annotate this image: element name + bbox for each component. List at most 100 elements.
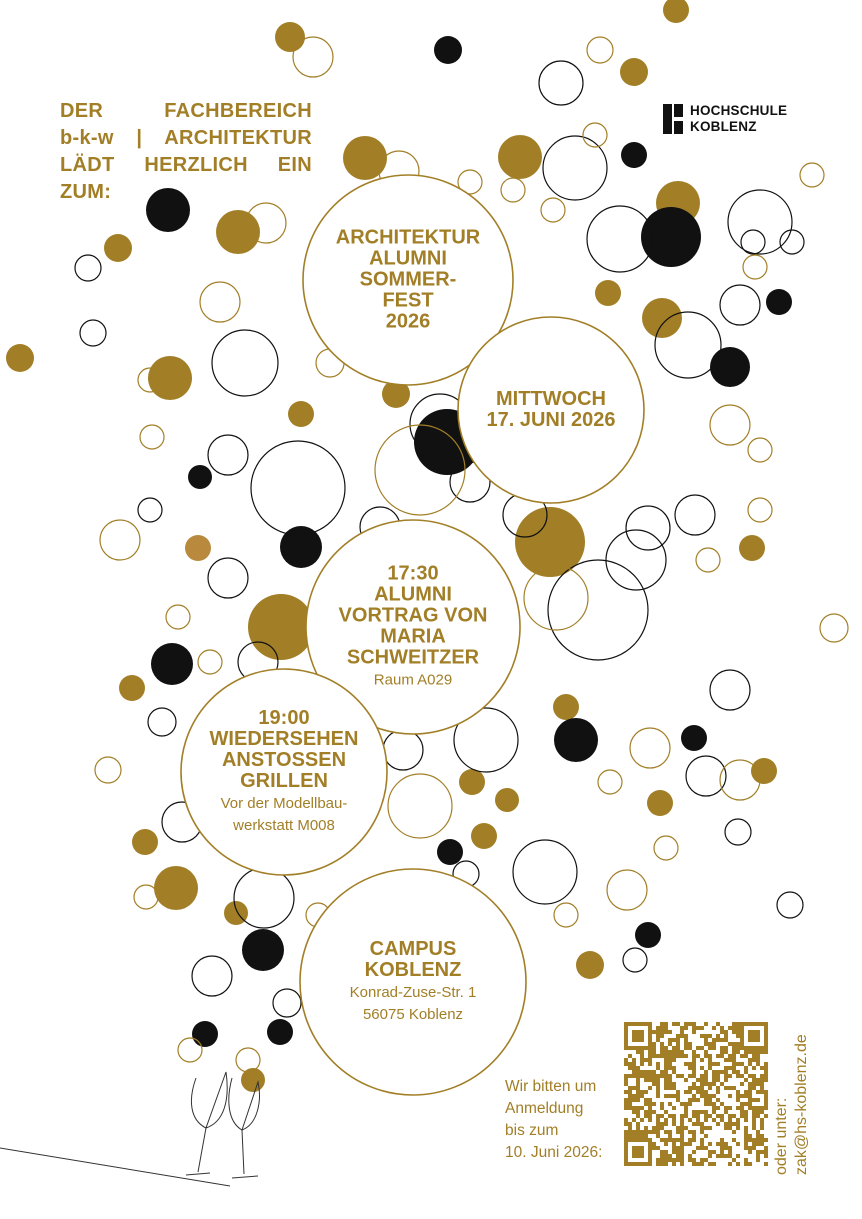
text-line: FEST — [382, 289, 434, 312]
qr-cell — [644, 1058, 648, 1062]
qr-cell — [760, 1110, 764, 1114]
qr-cell — [716, 1142, 720, 1146]
text-line: MARIA — [380, 625, 446, 648]
qr-cell — [764, 1062, 768, 1066]
qr-cell — [632, 1058, 636, 1062]
qr-cell — [724, 1030, 728, 1034]
qr-cell — [756, 1130, 760, 1134]
qr-cell — [636, 1130, 640, 1134]
qr-cell — [676, 1094, 680, 1098]
qr-cell — [656, 1030, 660, 1034]
text-line: werkstatt M008 — [233, 817, 335, 834]
qr-cell — [728, 1074, 732, 1078]
qr-cell — [696, 1026, 700, 1030]
qr-cell — [680, 1118, 684, 1122]
qr-cell — [700, 1034, 704, 1038]
text-line: CAMPUS — [369, 938, 457, 960]
qr-cell — [668, 1058, 672, 1062]
qr-cell — [632, 1106, 636, 1110]
qr-cell — [636, 1082, 640, 1086]
bubble — [382, 729, 424, 771]
qr-cell — [664, 1054, 668, 1058]
qr-cell — [672, 1122, 676, 1126]
qr-cell — [764, 1146, 768, 1150]
qr-cell — [672, 1162, 676, 1166]
qr-cell — [672, 1050, 676, 1054]
qr-cell — [680, 1162, 684, 1166]
qr-cell — [636, 1074, 640, 1078]
registration: Wir bitten um Anmeldung bis zum 10. Juni 20… — [505, 1076, 602, 1164]
qr-cell — [744, 1054, 748, 1058]
bubble — [148, 356, 192, 400]
qr-cell — [668, 1074, 672, 1078]
qr-cell — [744, 1146, 748, 1150]
qr-cell — [684, 1142, 688, 1146]
qr-cell — [688, 1138, 692, 1142]
qr-cell — [644, 1078, 648, 1082]
bubble — [288, 401, 314, 427]
qr-cell — [736, 1090, 740, 1094]
qr-cell — [664, 1154, 668, 1158]
bubble — [197, 649, 223, 675]
qr-cell — [728, 1126, 732, 1130]
qr-cell — [636, 1110, 640, 1114]
qr-cell — [740, 1054, 744, 1058]
qr-cell — [624, 1134, 628, 1138]
qr-cell — [700, 1058, 704, 1062]
qr-finder — [632, 1146, 644, 1158]
qr-cell — [688, 1062, 692, 1066]
bubble — [695, 547, 721, 573]
qr-cell — [660, 1046, 664, 1050]
qr-cell — [704, 1022, 708, 1026]
qr-cell — [712, 1074, 716, 1078]
qr-cell — [624, 1098, 628, 1102]
qr-cell — [656, 1146, 660, 1150]
qr-cell — [752, 1106, 756, 1110]
qr-cell — [756, 1142, 760, 1146]
qr-cell — [704, 1134, 708, 1138]
qr-cell — [700, 1158, 704, 1162]
qr-cell — [708, 1086, 712, 1090]
qr-cell — [628, 1106, 632, 1110]
qr-cell — [636, 1066, 640, 1070]
qr-cell — [688, 1158, 692, 1162]
qr-cell — [656, 1054, 660, 1058]
text-line: ANSTOSSEN — [221, 749, 347, 771]
qr-cell — [688, 1098, 692, 1102]
logo: HOCHSCHULE KOBLENZ — [690, 103, 787, 135]
logo-icon — [663, 104, 683, 134]
qr-cell — [728, 1146, 732, 1150]
qr-cell — [704, 1050, 708, 1054]
qr-cell — [748, 1134, 752, 1138]
qr-cell — [700, 1138, 704, 1142]
qr-cell — [648, 1050, 652, 1054]
event: 17:30 ALUMNI VORTRAG VON MARIA SCHWEITZER Rau… — [339, 563, 488, 691]
qr-cell — [736, 1050, 740, 1054]
bubble — [586, 205, 654, 273]
bubble — [457, 169, 483, 195]
qr-cell — [752, 1146, 756, 1150]
qr-cell — [696, 1090, 700, 1094]
qr-cell — [752, 1142, 756, 1146]
qr-cell — [672, 1070, 676, 1074]
qr-cell — [680, 1146, 684, 1150]
bubble — [387, 773, 453, 839]
text-line: ALUMNI — [369, 247, 447, 270]
bubble — [653, 835, 679, 861]
qr-cell — [664, 1062, 668, 1066]
qr-cell — [652, 1046, 656, 1050]
qr-cell — [712, 1046, 716, 1050]
qr-cell — [632, 1110, 636, 1114]
bubble — [449, 461, 491, 503]
qr-cell — [736, 1154, 740, 1158]
bubble — [776, 891, 804, 919]
qr-cell — [664, 1094, 668, 1098]
qr-cell — [744, 1118, 748, 1122]
qr-cell — [764, 1162, 768, 1166]
qr-cell — [740, 1106, 744, 1110]
bubble — [74, 254, 102, 282]
bubble — [625, 505, 671, 551]
qr-cell — [760, 1126, 764, 1130]
qr-cell — [708, 1114, 712, 1118]
qr-cell — [680, 1158, 684, 1162]
